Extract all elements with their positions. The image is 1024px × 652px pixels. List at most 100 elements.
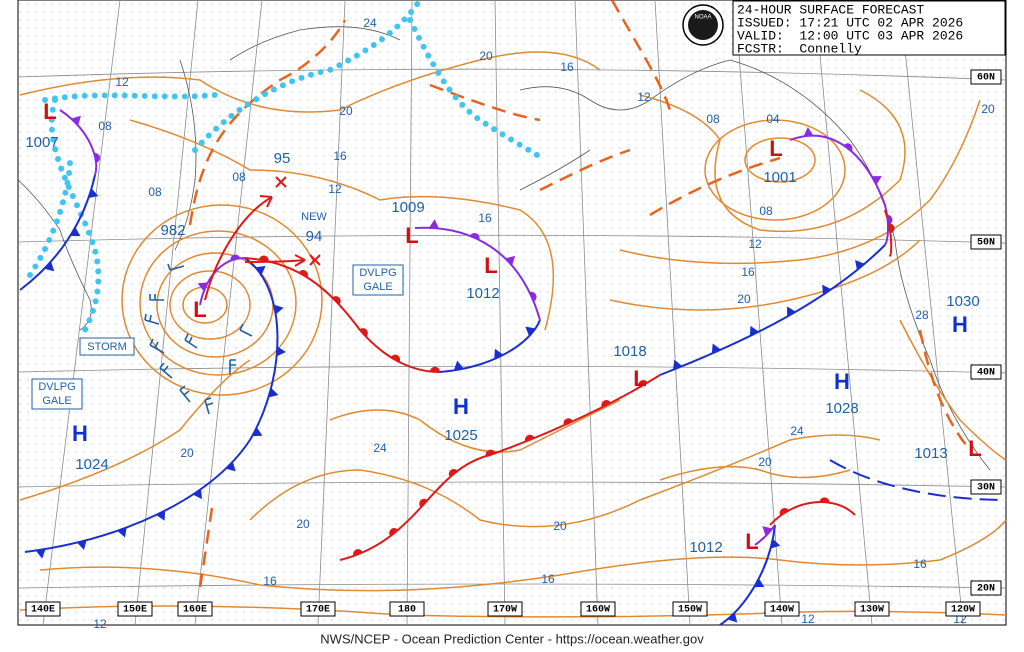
- high-pressure: 1028: [825, 400, 858, 417]
- low-pressure: 1012: [689, 539, 722, 556]
- front-symbol: [563, 418, 574, 426]
- low-pressure: 1009: [391, 199, 424, 216]
- footer: NWS/NCEP - Ocean Prediction Center - htt…: [320, 631, 704, 646]
- isobar-label: 08: [759, 204, 773, 218]
- front-symbol: [448, 469, 458, 478]
- front-symbol: [225, 461, 236, 472]
- axis-label-box: [389, 601, 425, 617]
- front-symbol: [276, 346, 286, 357]
- longitude-label: 180: [398, 605, 416, 616]
- warning-label: DVLPG: [38, 381, 75, 393]
- axis-labels: 140E 150E 160E 170E 180 170W 160W 150W 140W 130W 1…: [25, 69, 1002, 617]
- front-symbol: [88, 188, 99, 199]
- isobar-label: 16: [263, 574, 277, 588]
- high-pressure: 1025: [444, 427, 477, 444]
- low-symbol: L: [193, 297, 206, 322]
- isobar-label: 16: [913, 557, 927, 571]
- axis-label-box: [764, 601, 800, 617]
- front-symbol: [470, 232, 480, 240]
- isobar-label: 24: [363, 16, 377, 30]
- isobar-label: 16: [541, 572, 555, 586]
- isobar-label: 24: [790, 424, 804, 438]
- isobar-label: 04: [766, 112, 780, 126]
- axis-label-box: [117, 601, 153, 617]
- low-pressure: 1013: [914, 445, 947, 462]
- annotations: 95 NEW 94 STORM DVLPG GALE DVLPG GALE: [31, 150, 404, 410]
- front-symbol: [268, 387, 279, 398]
- header-box: [732, 0, 1006, 56]
- isobar-label: 12: [801, 612, 815, 626]
- isobar-label: 08: [148, 185, 162, 199]
- latitude-label: 40N: [977, 368, 995, 379]
- axis-label-box: [300, 601, 336, 617]
- front-symbols: [35, 115, 895, 623]
- axis-label-box: [854, 601, 890, 617]
- header-title: 24-HOUR SURFACE FORECAST: [737, 2, 924, 17]
- warning-label: STORM: [87, 341, 127, 353]
- axis-label-box: [945, 601, 981, 617]
- front-symbol: [252, 427, 263, 437]
- front-symbol: [332, 296, 341, 305]
- header-issued: ISSUED: 17:21 UTC 02 APR 2026: [737, 15, 963, 30]
- front-symbol: [70, 227, 81, 237]
- high-symbol: H: [72, 421, 88, 446]
- latitude-label: 20N: [977, 584, 995, 595]
- front-symbol: [94, 153, 101, 163]
- axis-label-box: [487, 601, 523, 617]
- storm-tracks: [204, 176, 321, 301]
- isobar-label: 08: [98, 119, 112, 133]
- longitude-label: 140E: [31, 605, 55, 616]
- front-symbol: [230, 254, 241, 261]
- isobar-label: 28: [915, 308, 929, 322]
- logo: [688, 10, 718, 40]
- isobar-label: 16: [560, 60, 574, 74]
- front-symbol: [419, 498, 428, 508]
- front-symbol: [529, 291, 537, 302]
- high-symbol: H: [952, 312, 968, 337]
- low-symbol: L: [405, 223, 418, 248]
- longitude-label: 170W: [493, 605, 517, 616]
- front-symbol: [71, 115, 81, 126]
- front-symbol: [353, 549, 363, 556]
- axis-label-box: [25, 601, 61, 617]
- high-symbol: H: [834, 369, 850, 394]
- high-pressure: 1030: [946, 293, 979, 310]
- front-symbol: [770, 538, 781, 549]
- isobar-label: 12: [115, 75, 129, 89]
- axis-label-box: [970, 69, 1002, 85]
- longitude-label: 170E: [306, 605, 330, 616]
- warning-box: [31, 378, 83, 410]
- low-pressure: 1007: [25, 134, 58, 151]
- front-symbol: [505, 255, 516, 266]
- new-label: NEW: [301, 211, 327, 223]
- front-symbol: [429, 366, 440, 373]
- front-symbol: [727, 612, 738, 623]
- low-pressure: 1012: [466, 285, 499, 302]
- longitude-label: 150W: [678, 605, 702, 616]
- front-symbol: [779, 508, 789, 516]
- front-symbol: [485, 449, 496, 457]
- isobar-label: 24: [373, 441, 387, 455]
- warning-label: GALE: [363, 281, 392, 293]
- forecast-pressure: 94: [306, 228, 323, 245]
- map-frame: [17, 0, 1007, 626]
- front-symbol: [298, 270, 308, 278]
- front-symbol: [389, 528, 399, 537]
- front-symbol: [273, 304, 284, 315]
- isobar-label: 16: [741, 265, 755, 279]
- latitude-label: 60N: [977, 73, 995, 84]
- front-symbol: [888, 223, 895, 234]
- coastlines: [17, 26, 991, 471]
- front-symbol: [197, 282, 208, 292]
- isobar-label: 20: [737, 292, 751, 306]
- front-symbol: [258, 255, 269, 262]
- low-symbol: L: [43, 99, 56, 124]
- troughs: [188, 0, 971, 589]
- high-symbol: H: [453, 394, 469, 419]
- isobar-label: 20: [339, 104, 353, 118]
- front-symbol: [117, 527, 127, 538]
- isobar-label: 12: [93, 617, 107, 631]
- isobar-label: 08: [232, 170, 246, 184]
- header-valid: VALID: 12:00 UTC 03 APR 2026: [737, 28, 963, 43]
- isobar-label: 12: [748, 237, 762, 251]
